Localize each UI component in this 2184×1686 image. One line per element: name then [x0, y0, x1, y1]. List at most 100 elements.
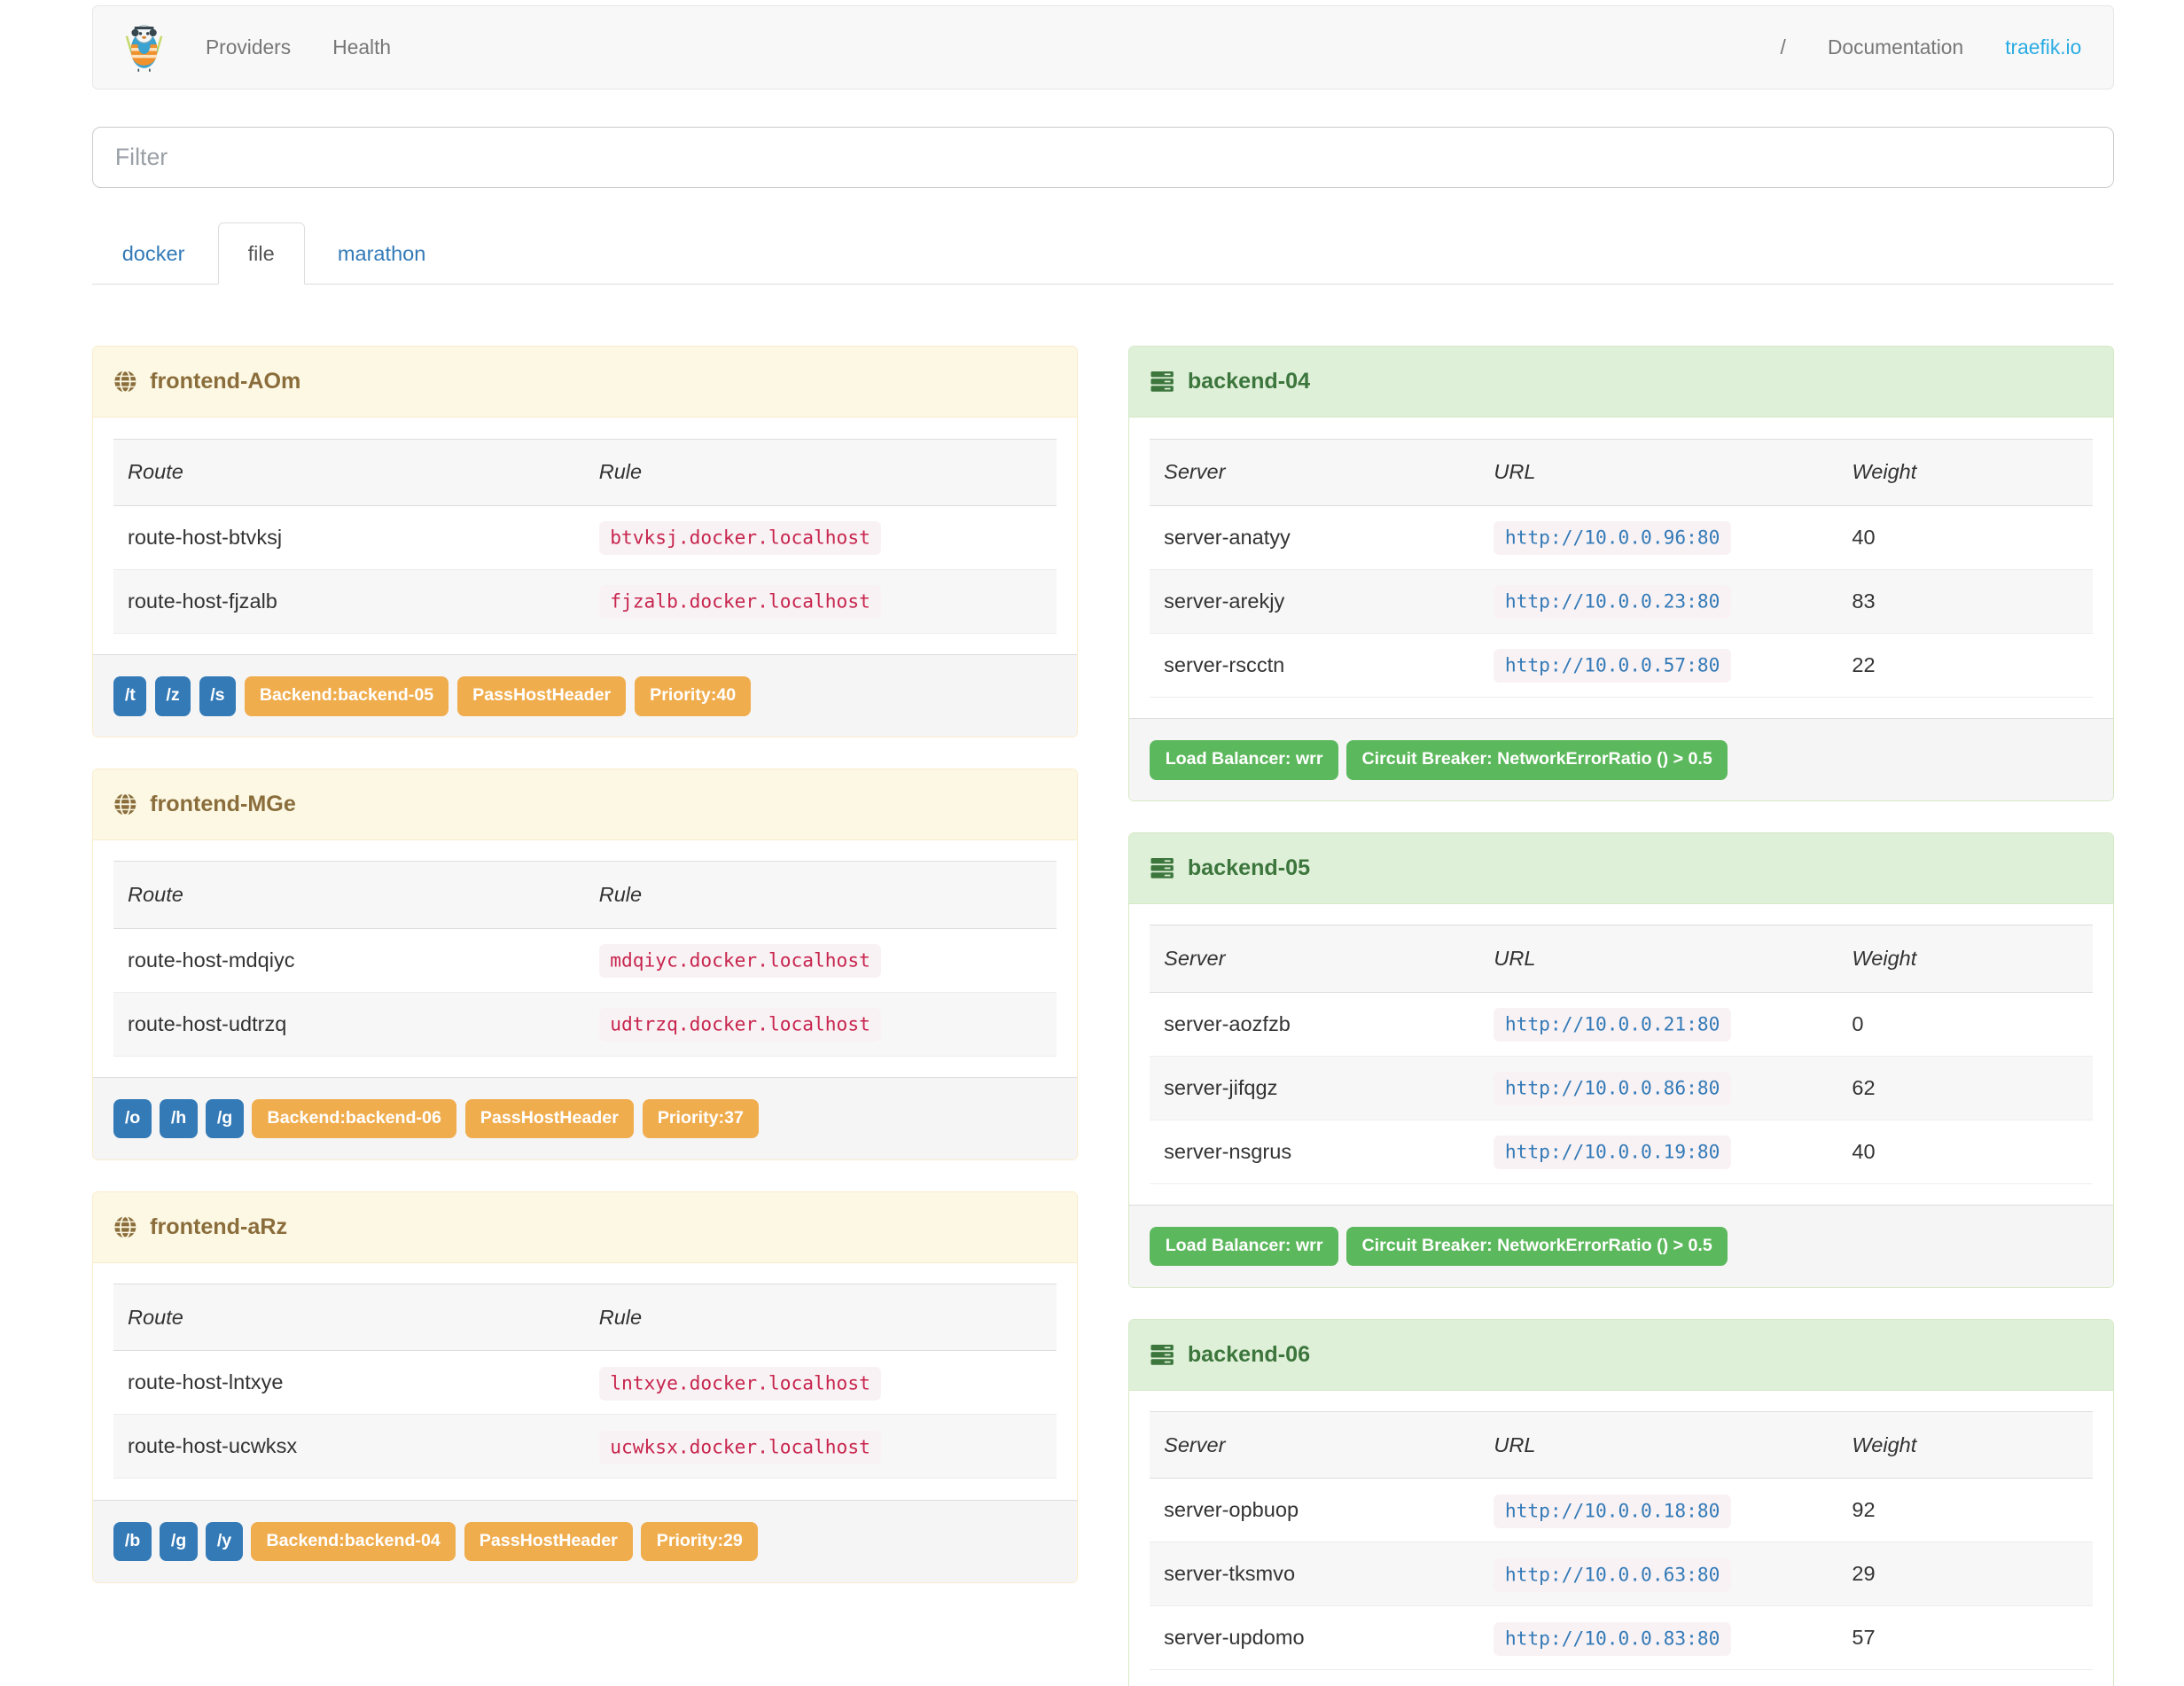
routes-table: Route Rule route-host-lntxye lntxye.dock… — [113, 1284, 1057, 1479]
passhostheader-badge: PassHostHeader — [456, 675, 627, 716]
server-name: server-jifqgz — [1150, 1056, 1480, 1120]
server-row: server-anatyy http://10.0.0.96:80 40 — [1150, 505, 2093, 570]
backend-ref-badge: Backend:backend-06 — [252, 1098, 457, 1139]
server-url-code: http://10.0.0.57:80 — [1494, 649, 1731, 683]
column-route: Route — [113, 1284, 585, 1352]
route-row: route-host-lntxye lntxye.docker.localhos… — [113, 1350, 1057, 1416]
column-server: Server — [1150, 438, 1480, 506]
routes-table: Route Rule route-host-btvksj btvksj.dock… — [113, 438, 1057, 634]
backend-title: backend-06 — [1187, 1341, 1311, 1367]
tab-marathon-link[interactable]: marathon — [337, 241, 426, 265]
server-url-code: http://10.0.0.96:80 — [1494, 521, 1731, 555]
server-weight: 40 — [1837, 1120, 2093, 1184]
table-header-row: Server URL Weight — [1150, 1411, 2093, 1479]
route-row: route-host-mdqiyc mdqiyc.docker.localhos… — [113, 928, 1057, 993]
route-row: route-host-btvksj btvksj.docker.localhos… — [113, 505, 1057, 570]
passhostheader-badge: PassHostHeader — [464, 1098, 635, 1139]
servers-table: Server URL Weight server-aozfzb http://1… — [1150, 925, 2093, 1184]
server-weight: 57 — [1837, 1605, 2093, 1671]
circuit-breaker-badge: Circuit Breaker: NetworkErrorRatio () > … — [1346, 1226, 1728, 1267]
frontend-panel-footer: /o /h /g Backend:backend-06 PassHostHead… — [92, 1077, 1078, 1160]
route-name: route-host-btvksj — [113, 505, 585, 570]
frontend-panel-heading: frontend-aRz — [92, 1191, 1078, 1263]
column-rule: Rule — [584, 438, 1057, 506]
path-badge: /g — [206, 1098, 244, 1139]
server-name: server-updomo — [1150, 1605, 1480, 1671]
nav-health[interactable]: Health — [332, 35, 392, 59]
backend-panel-body: Server URL Weight server-aozfzb http://1… — [1129, 904, 2114, 1205]
frontend-panel-aRz: frontend-aRz Route Rule route-host-lntxy… — [91, 1190, 1079, 1583]
backend-title: backend-04 — [1187, 368, 1311, 394]
column-rule: Rule — [584, 861, 1057, 929]
table-header-row: Route Rule — [113, 1284, 1057, 1352]
column-weight: Weight — [1837, 438, 2093, 506]
server-row: server-nsgrus http://10.0.0.19:80 40 — [1150, 1120, 2093, 1184]
nav-documentation[interactable]: Documentation — [1827, 35, 1964, 59]
route-rule-code: udtrzq.docker.localhost — [598, 1008, 882, 1042]
circuit-breaker-badge: Circuit Breaker: NetworkErrorRatio () > … — [1346, 739, 1728, 780]
route-name: route-host-lntxye — [113, 1350, 585, 1416]
page-container: Providers Health / Documentation traefik… — [91, 5, 2115, 1686]
server-row: server-jifqgz http://10.0.0.86:80 62 — [1150, 1056, 2093, 1120]
frontend-panel-heading: frontend-MGe — [92, 769, 1078, 840]
passhostheader-badge: PassHostHeader — [464, 1521, 634, 1562]
server-weight: 0 — [1837, 992, 2093, 1057]
column-url: URL — [1479, 438, 1838, 506]
path-badge: /y — [206, 1521, 243, 1562]
server-url-code: http://10.0.0.83:80 — [1494, 1622, 1731, 1656]
tab-file: file — [217, 222, 305, 285]
backend-panel-heading: backend-05 — [1128, 832, 2114, 904]
filter-input[interactable] — [91, 126, 2115, 189]
path-badge: /o — [113, 1098, 152, 1139]
frontend-panel-footer: /b /g /y Backend:backend-04 PassHostHead… — [92, 1500, 1078, 1582]
column-weight: Weight — [1837, 925, 2093, 993]
server-url-code: http://10.0.0.63:80 — [1494, 1558, 1731, 1592]
tab-content: frontend-AOm Route Rule route-host-btvks… — [91, 345, 2115, 1686]
backend-ref-badge: Backend:backend-04 — [251, 1521, 456, 1562]
server-weight: 92 — [1837, 1478, 2093, 1543]
backend-panel-heading: backend-04 — [1128, 346, 2114, 418]
server-name: server-rscctn — [1150, 633, 1480, 698]
nav-slash[interactable]: / — [1780, 35, 1786, 59]
backend-panel-body: Server URL Weight server-opbuop http://1… — [1129, 1391, 2114, 1686]
frontend-panel-body: Route Rule route-host-mdqiyc mdqiyc.dock… — [93, 840, 1078, 1077]
server-weight: 62 — [1837, 1056, 2093, 1120]
frontend-panel-MGe: frontend-MGe Route Rule route-host-mdqiy… — [91, 768, 1079, 1161]
server-url-code: http://10.0.0.18:80 — [1494, 1495, 1731, 1528]
path-badge: /b — [113, 1521, 152, 1562]
frontend-panel-heading: frontend-AOm — [92, 346, 1078, 418]
route-name: route-host-fjzalb — [113, 569, 585, 634]
server-weight: 29 — [1837, 1542, 2093, 1607]
route-rule-code: btvksj.docker.localhost — [598, 521, 882, 555]
path-badge: /s — [199, 675, 237, 716]
server-row: server-tksmvo http://10.0.0.63:80 29 — [1150, 1542, 2093, 1607]
nav-providers[interactable]: Providers — [205, 35, 292, 59]
table-header-row: Server URL Weight — [1150, 438, 2093, 506]
traefik-logo[interactable] — [104, 22, 184, 73]
servers-table: Server URL Weight server-opbuop http://1… — [1150, 1411, 2093, 1671]
tab-file-link[interactable]: file — [217, 222, 305, 285]
traefik-gopher-icon — [125, 25, 163, 72]
frontend-title: frontend-AOm — [150, 368, 301, 394]
frontend-title: frontend-MGe — [150, 791, 296, 816]
backend-panel-footer: Load Balancer: wrr Circuit Breaker: Netw… — [1128, 1205, 2114, 1288]
table-header-row: Server URL Weight — [1150, 925, 2093, 993]
column-server: Server — [1150, 925, 1480, 993]
route-rule-code: fjzalb.docker.localhost — [598, 585, 882, 619]
column-rule: Rule — [584, 1284, 1057, 1352]
server-name: server-tksmvo — [1150, 1542, 1480, 1607]
server-icon — [1150, 1343, 1174, 1367]
column-url: URL — [1479, 1411, 1838, 1479]
globe-icon — [113, 792, 137, 816]
nav-traefik-io[interactable]: traefik.io — [2005, 35, 2082, 59]
server-weight: 22 — [1837, 633, 2093, 698]
load-balancer-badge: Load Balancer: wrr — [1150, 1226, 1338, 1267]
provider-tabs: docker file marathon — [91, 222, 2115, 285]
globe-icon — [113, 1215, 137, 1239]
backend-panel-footer: Load Balancer: wrr Circuit Breaker: Netw… — [1128, 718, 2114, 801]
priority-badge: Priority:40 — [634, 675, 752, 716]
column-route: Route — [113, 861, 585, 929]
tab-docker-link[interactable]: docker — [121, 241, 185, 265]
priority-badge: Priority:29 — [641, 1521, 759, 1562]
server-url-code: http://10.0.0.19:80 — [1494, 1136, 1731, 1169]
